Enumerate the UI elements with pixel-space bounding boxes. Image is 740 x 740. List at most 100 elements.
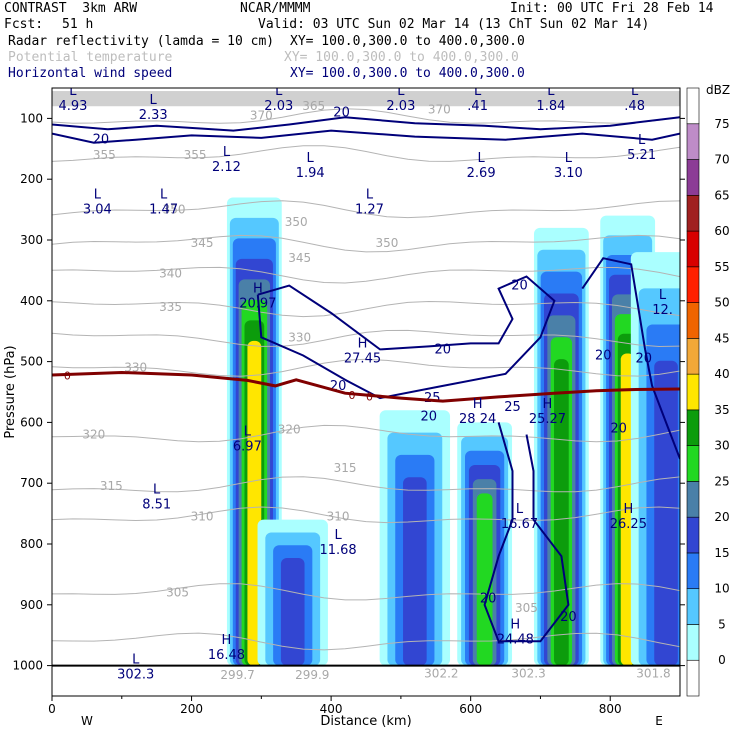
- extremum-marker: H: [253, 282, 263, 297]
- extremum-marker: H: [222, 633, 232, 648]
- extremum-value: 16.48: [208, 648, 245, 663]
- y-tick-label: 700: [20, 476, 43, 490]
- theta-contour-line: [52, 358, 680, 377]
- field-xy-wind: XY= 100.0,300.0 to 400.0,300.0: [290, 66, 525, 81]
- colorbar-swatch: [686, 481, 700, 518]
- extremum-value: 2.03: [386, 99, 415, 114]
- extremum-marker: H: [623, 502, 633, 517]
- extremum-marker: L: [153, 482, 161, 497]
- theta-contour-label: 350: [285, 215, 308, 229]
- extremum-marker: L: [69, 84, 77, 99]
- theta-contour-label: 355: [93, 148, 116, 162]
- theta-contour-line: [52, 145, 680, 162]
- extremum-value: 1.84: [536, 99, 565, 114]
- colorbar-tick-label: 20: [714, 510, 729, 524]
- theta-contour-label: 340: [159, 266, 182, 280]
- extremum-marker: L: [307, 151, 315, 166]
- colorbar-tick-label: 70: [714, 153, 729, 167]
- colorbar-tick-label: 35: [714, 403, 729, 417]
- colorbar-swatch: [686, 266, 700, 303]
- wind-contour-label: 20: [421, 409, 438, 424]
- colorbar-swatch: [686, 516, 700, 554]
- extremum-value: 3.04: [83, 202, 112, 217]
- reflectivity-column-1-level-4: [280, 557, 305, 666]
- extremum-value: 302.3: [117, 668, 154, 683]
- zero-contour-label: 0: [366, 390, 373, 403]
- colorbar-tick-label: 5: [718, 618, 726, 632]
- extremum-marker: L: [631, 84, 639, 99]
- theta-contour-line: [52, 329, 680, 348]
- reflectivity-column-3-level-6: [476, 493, 493, 666]
- extremum-value: 26.25: [610, 517, 647, 532]
- theta-contour-label: 335: [159, 300, 182, 314]
- extremum-marker: L: [223, 145, 231, 160]
- colorbar-tick-label: 75: [714, 117, 729, 131]
- colorbar-swatch: [686, 445, 700, 482]
- extremum-marker: L: [397, 84, 405, 99]
- colorbar-swatch: [686, 123, 700, 160]
- colorbar-swatch: [686, 588, 700, 625]
- theta-contour-label: 310: [327, 510, 350, 524]
- theta-contour-label: 305: [166, 586, 189, 600]
- x-tick-label: 0: [48, 702, 56, 716]
- extremum-value: 11.68: [319, 543, 356, 558]
- surface-theta-label: 299.9: [295, 668, 329, 682]
- colorbar-tick-label: 25: [714, 474, 729, 488]
- colorbar-tick-label: 65: [714, 188, 729, 202]
- surface-theta-label: 302.3: [511, 667, 545, 681]
- y-tick-label: 500: [20, 355, 43, 369]
- colorbar-tick-label: 55: [714, 260, 729, 274]
- y-tick-label: 400: [20, 294, 43, 308]
- theta-contour-line: [52, 424, 680, 443]
- extremum-value: 12.: [652, 303, 673, 318]
- wind-contour-label: 25: [504, 400, 521, 415]
- surface-theta-label: 302.2: [424, 667, 458, 681]
- theta-contour-label: 320: [278, 423, 301, 437]
- colorbar-tick-label: 50: [714, 296, 729, 310]
- extremum-marker: L: [659, 288, 667, 303]
- center-name: NCAR/MMMM: [240, 1, 311, 16]
- model-name: CONTRAST 3km ARW: [4, 1, 138, 16]
- extremum-value: 2.03: [264, 99, 293, 114]
- colorbar-swatch: [686, 194, 700, 232]
- colorbar-tick-label: 45: [714, 331, 729, 345]
- reflectivity-column-6-level-4: [654, 360, 678, 666]
- wind-contour-label: 20: [333, 105, 350, 120]
- extremum-marker: H: [510, 617, 520, 632]
- field-name-wind: Horizontal wind speed: [8, 66, 173, 81]
- theta-contour-label: 365: [302, 99, 325, 113]
- x-tick-label: 600: [459, 702, 482, 716]
- extremum-marker: L: [638, 133, 646, 148]
- extremum-value: 3.10: [554, 166, 583, 181]
- theta-contour-label: 370: [428, 102, 451, 116]
- theta-contour-label: 320: [82, 428, 105, 442]
- theta-contour-line: [52, 200, 680, 219]
- forecast-label: Fcst:: [4, 17, 44, 32]
- wind-contour-label: 25: [424, 391, 441, 406]
- x-tick-label: 400: [320, 702, 343, 716]
- colorbar-tick-label: 15: [714, 546, 729, 560]
- colorbar-swatch: [686, 302, 700, 339]
- extremum-value: 27.45: [344, 351, 381, 366]
- extremum-value: .41: [467, 99, 488, 114]
- extremum-marker: L: [516, 502, 524, 517]
- theta-contour-line: [52, 506, 680, 524]
- wind-contour-line: [52, 116, 680, 132]
- field-xy-theta: XY= 100.0,300.0 to 400.0,300.0: [284, 50, 519, 65]
- theta-contour-label: 330: [124, 361, 147, 375]
- theta-contour-label: 345: [288, 251, 311, 265]
- extremum-value: 20.97: [239, 297, 276, 312]
- extremum-marker: L: [474, 84, 482, 99]
- forecast-hours: 51 h: [62, 17, 94, 32]
- wind-contour-label: 20: [610, 421, 627, 436]
- wind-contour-line: [581, 257, 680, 460]
- surface-theta-label: 299.7: [220, 668, 254, 682]
- colorbar-tick-label: 60: [714, 224, 729, 238]
- colorbar-swatch: [686, 373, 700, 411]
- surface-theta-label: 301.8: [636, 667, 670, 681]
- x-tick-label: 800: [599, 702, 622, 716]
- init-time: Init: 00 UTC Fri 28 Feb 14: [510, 1, 714, 16]
- wind-contour-label: 20: [595, 349, 612, 364]
- extremum-marker: L: [478, 151, 486, 166]
